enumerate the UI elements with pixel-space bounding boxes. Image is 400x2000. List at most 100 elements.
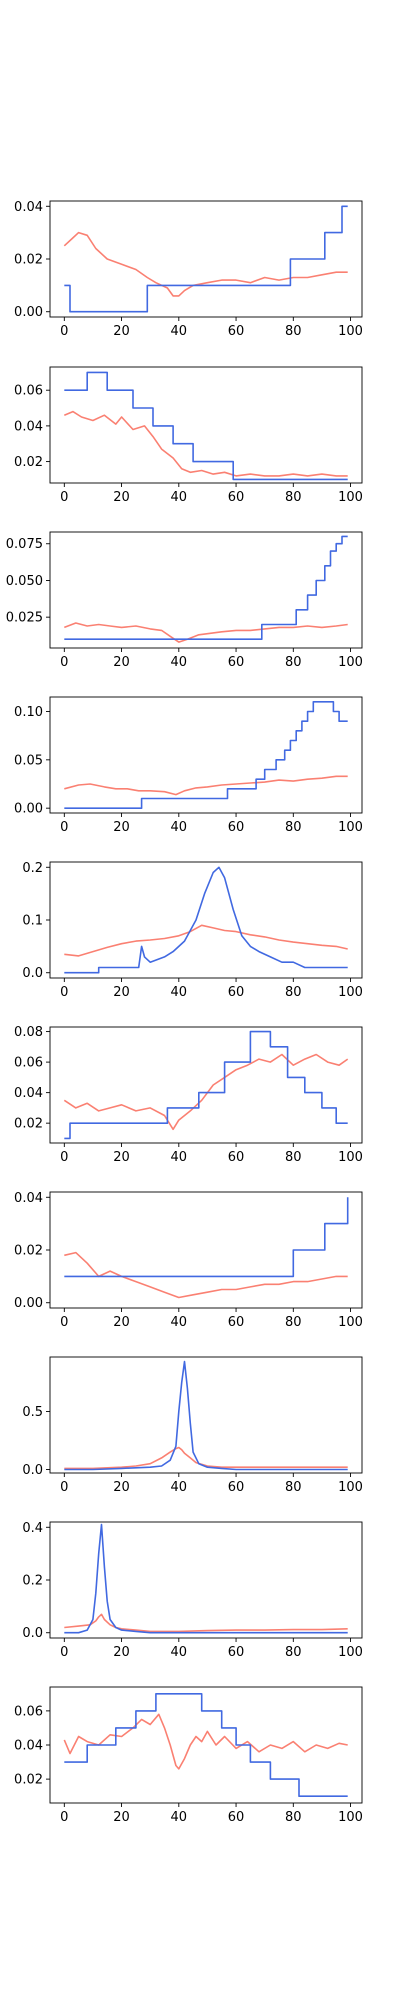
- axes-frame: [49, 531, 363, 649]
- x-tick-label: 100: [338, 820, 363, 835]
- series-line-1: [64, 1446, 348, 1470]
- x-tick-label: 20: [113, 820, 130, 835]
- y-tick-label: 0.04: [14, 200, 43, 215]
- y-tick-label: 0.06: [14, 384, 43, 399]
- x-tick-label: 20: [113, 1315, 130, 1330]
- y-tick-label: 0.4: [22, 1521, 43, 1536]
- series-line-1: [64, 622, 348, 643]
- y-tick-label: 0.0: [22, 966, 43, 981]
- x-tick-label: 40: [171, 655, 188, 670]
- y-tick-label: 0.075: [6, 537, 43, 552]
- x-tick-label: 20: [113, 655, 130, 670]
- y-tick-label: 0.2: [22, 861, 43, 876]
- axes-frame: [49, 1356, 363, 1474]
- x-tick-label: 60: [228, 985, 245, 1000]
- y-tick-label: 0.0: [22, 1463, 43, 1478]
- chart-6: 0 20 40 60 80 100 0.02 0.04 0.06 0.08: [14, 1025, 363, 1165]
- x-tick-label: 100: [338, 1315, 363, 1330]
- chart-4: 0 20 40 60 80 100 0.00 0.05 0.10: [14, 696, 363, 835]
- y-tick-label: 0.1: [22, 914, 43, 929]
- x-tick-label: 20: [113, 1810, 130, 1825]
- y-tick-label: 0.02: [14, 455, 43, 470]
- series-line-2: [64, 371, 348, 481]
- y-tick-label: 0.02: [14, 1244, 43, 1259]
- chart-7: 0 20 40 60 80 100 0.00 0.02 0.04: [14, 1191, 363, 1330]
- y-tick-label: 0.05: [14, 753, 43, 768]
- series-line-1: [63, 231, 348, 297]
- y-tick-label: 0.04: [14, 1739, 43, 1754]
- x-tick-label: 40: [171, 1315, 188, 1330]
- x-tick-label: 60: [228, 1150, 245, 1165]
- series-line-2: [64, 1197, 349, 1278]
- axes-frame: [49, 1026, 363, 1144]
- series-line-1: [64, 924, 348, 957]
- x-tick-label: 0: [60, 820, 68, 835]
- y-tick-label: 0.00: [14, 802, 43, 817]
- x-tick-label: 40: [171, 820, 188, 835]
- x-tick-label: 100: [338, 1150, 363, 1165]
- x-tick-label: 0: [60, 985, 68, 1000]
- x-tick-label: 20: [113, 1645, 130, 1660]
- chart-10: 0 20 40 60 80 100 0.02 0.04 0.06: [14, 1686, 363, 1825]
- x-tick-label: 40: [171, 1810, 188, 1825]
- x-tick-label: 80: [285, 655, 302, 670]
- x-tick-label: 20: [113, 985, 130, 1000]
- x-tick-label: 40: [171, 1150, 188, 1165]
- series-line-2: [64, 1030, 348, 1140]
- series-line-2: [64, 1360, 348, 1471]
- y-tick-label: 0.00: [14, 305, 43, 320]
- y-tick-label: 0.2: [22, 1574, 43, 1589]
- x-tick-label: 60: [228, 1315, 245, 1330]
- y-tick-label: 0.0: [22, 1626, 43, 1641]
- x-tick-label: 40: [171, 324, 188, 339]
- y-tick-label: 0.04: [14, 1086, 43, 1101]
- x-tick-label: 80: [285, 1315, 302, 1330]
- y-tick-label: 0.10: [14, 705, 43, 720]
- x-tick-label: 40: [171, 985, 188, 1000]
- x-tick-label: 20: [113, 1480, 130, 1495]
- x-tick-label: 40: [171, 1480, 188, 1495]
- y-tick-label: 0.5: [22, 1405, 43, 1420]
- x-tick-label: 0: [60, 1810, 68, 1825]
- x-tick-label: 60: [228, 1480, 245, 1495]
- x-tick-label: 80: [285, 1480, 302, 1495]
- chart-5: 0 20 40 60 80 100 0.0 0.1 0.2: [22, 861, 363, 1000]
- x-tick-label: 80: [285, 985, 302, 1000]
- series-line-1: [64, 1251, 348, 1299]
- axes-frame: [49, 696, 363, 814]
- x-tick-label: 80: [285, 324, 302, 339]
- series-line-2: [64, 700, 348, 810]
- x-tick-label: 40: [171, 1645, 188, 1660]
- x-tick-label: 0: [60, 1315, 68, 1330]
- axes-frame: [49, 366, 363, 484]
- chart-3: 0 20 40 60 80 100 0.025 0.050 0.075: [6, 531, 363, 670]
- y-tick-label: 0.08: [14, 1025, 43, 1040]
- y-tick-label: 0.06: [14, 1056, 43, 1071]
- y-tick-label: 0.02: [14, 1117, 43, 1132]
- y-tick-label: 0.04: [14, 419, 43, 434]
- x-tick-label: 60: [228, 655, 245, 670]
- x-tick-label: 60: [228, 820, 245, 835]
- y-tick-label: 0.04: [14, 1191, 43, 1206]
- x-tick-label: 80: [285, 490, 302, 505]
- x-tick-label: 80: [285, 1810, 302, 1825]
- x-tick-label: 60: [228, 1810, 245, 1825]
- x-tick-label: 100: [338, 490, 363, 505]
- y-tick-label: 0.02: [14, 253, 43, 268]
- series-line-1: [64, 775, 348, 796]
- x-tick-label: 100: [338, 655, 363, 670]
- series-line-1: [63, 1713, 348, 1770]
- x-tick-label: 100: [338, 1810, 363, 1825]
- chart-8: 0 20 40 60 80 100 0.0 0.5: [22, 1356, 363, 1495]
- y-tick-label: 0.025: [6, 611, 43, 626]
- x-tick-label: 0: [60, 655, 68, 670]
- chart-9: 0 20 40 60 80 100 0.0 0.2 0.4: [22, 1521, 363, 1660]
- series-line-1: [64, 1613, 348, 1633]
- x-tick-label: 20: [113, 324, 130, 339]
- x-tick-label: 0: [60, 490, 68, 505]
- series-line-2: [64, 205, 348, 313]
- y-tick-label: 0.050: [6, 574, 43, 589]
- x-tick-label: 80: [285, 1645, 302, 1660]
- x-tick-label: 0: [60, 1645, 68, 1660]
